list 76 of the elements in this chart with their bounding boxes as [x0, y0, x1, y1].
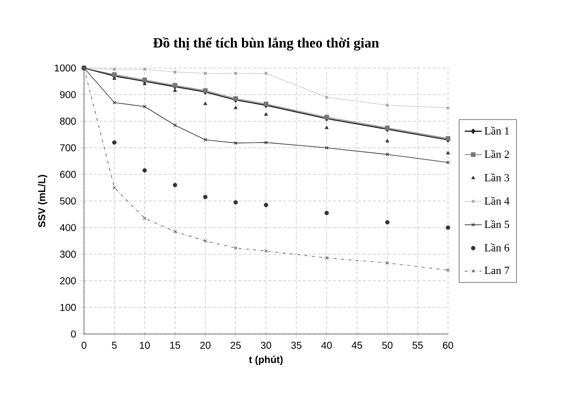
- y-tick-label: 200: [60, 277, 76, 284]
- point: [264, 72, 268, 76]
- point: [112, 186, 116, 190]
- point: [324, 146, 328, 150]
- point: [112, 76, 116, 80]
- point: [142, 168, 147, 173]
- point: [234, 106, 238, 110]
- point: [446, 225, 450, 230]
- legend-label: Lần 3: [484, 173, 510, 182]
- point: [142, 68, 146, 72]
- point: [203, 102, 208, 106]
- x-tick-label: 35: [291, 342, 302, 349]
- point: [264, 140, 268, 144]
- x-tick-label: 50: [382, 342, 392, 349]
- point: [234, 141, 238, 145]
- legend-label: Lần 1: [484, 126, 509, 135]
- x-tick-label: 25: [230, 342, 241, 349]
- y-tick-label: 900: [60, 91, 76, 98]
- point: [112, 140, 117, 145]
- point: [142, 82, 147, 86]
- y-tick-label: 500: [60, 197, 76, 205]
- point: [324, 210, 329, 216]
- point: [204, 239, 208, 243]
- point: [233, 200, 238, 205]
- point: [324, 96, 328, 100]
- y-tick-label: 100: [60, 304, 76, 311]
- point: [386, 261, 390, 265]
- x-tick-label: 15: [170, 342, 180, 349]
- y-tick-label: 0: [71, 330, 76, 338]
- point: [234, 246, 238, 250]
- point: [234, 72, 238, 76]
- x-tick-label: 60: [442, 342, 454, 349]
- point: [173, 70, 177, 74]
- x-tick-label: 5: [112, 342, 117, 349]
- point: [204, 138, 208, 142]
- legend-label: Lần 4: [484, 196, 510, 205]
- x-tick-label: 10: [140, 342, 150, 349]
- point: [173, 88, 177, 92]
- point: [173, 230, 177, 234]
- point: [385, 138, 390, 142]
- y-tick-label: 400: [60, 224, 76, 232]
- y-tick-label: 300: [60, 250, 76, 258]
- x-axis-title: t (phút): [248, 356, 283, 366]
- x-tick-label: 55: [412, 342, 423, 349]
- point: [264, 112, 268, 116]
- point: [203, 194, 208, 200]
- legend-label: Lần 6: [484, 243, 510, 252]
- legend-label: Lần 2: [484, 150, 509, 158]
- point: [264, 202, 268, 208]
- point: [204, 72, 208, 76]
- point: [386, 152, 390, 156]
- point: [324, 126, 329, 130]
- x-tick-label: 30: [260, 342, 272, 349]
- point: [386, 103, 390, 107]
- x-tick-label: 40: [321, 342, 332, 349]
- point: [446, 268, 450, 272]
- point: [172, 182, 178, 188]
- y-tick-label: 600: [60, 170, 76, 178]
- chart-title: Đồ thị thể tích bùn lắng theo thời gian: [153, 37, 379, 51]
- y-tick-label: 700: [60, 144, 76, 152]
- point: [142, 104, 146, 108]
- point: [385, 220, 390, 224]
- legend-label: Lan 7: [484, 266, 510, 274]
- y-axis-title: SSV (mL/L): [38, 174, 48, 228]
- legend-label: Lần 5: [484, 220, 510, 228]
- y-tick-label: 1000: [54, 64, 76, 72]
- x-tick-label: 0: [82, 342, 86, 349]
- point: [112, 100, 116, 104]
- point: [446, 106, 450, 110]
- x-tick-label: 20: [200, 342, 210, 349]
- point: [446, 150, 450, 154]
- y-tick-label: 800: [60, 118, 76, 125]
- point: [173, 123, 177, 127]
- x-tick-label: 45: [352, 342, 362, 349]
- point: [324, 256, 328, 260]
- point: [142, 216, 146, 220]
